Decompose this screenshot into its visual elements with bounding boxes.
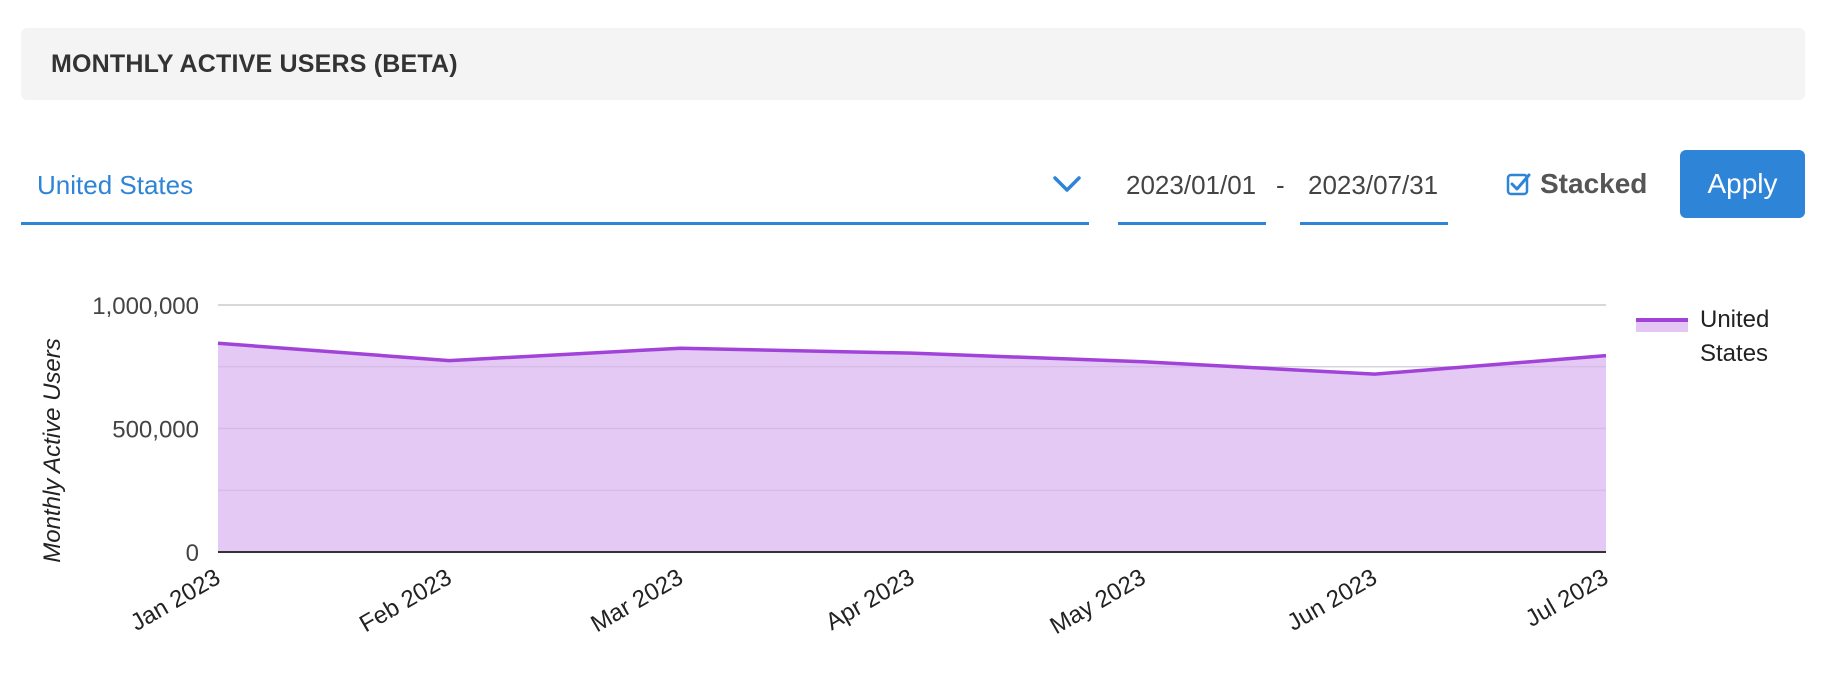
x-tick-label: Jun 2023 bbox=[1283, 564, 1382, 637]
page-title: MONTHLY ACTIVE USERS (BETA) bbox=[51, 50, 458, 78]
date-range-separator: - bbox=[1276, 170, 1285, 200]
x-tick-label: Apr 2023 bbox=[821, 564, 919, 636]
series-area bbox=[218, 343, 1606, 552]
legend-label: United bbox=[1700, 306, 1769, 333]
y-axis-title: Monthly Active Users bbox=[39, 338, 66, 563]
series-line bbox=[217, 341, 1607, 376]
checkbox-checked-icon[interactable] bbox=[1506, 171, 1532, 197]
x-tick-label: Jul 2023 bbox=[1521, 564, 1613, 633]
y-tick-label: 0 bbox=[186, 540, 199, 567]
apply-button[interactable]: Apply bbox=[1680, 150, 1805, 218]
end-date-field[interactable] bbox=[1300, 160, 1448, 225]
country-select-value: United States bbox=[37, 170, 194, 200]
legend-label: States bbox=[1700, 340, 1768, 367]
country-select[interactable]: United States bbox=[21, 160, 1089, 225]
stacked-label: Stacked bbox=[1540, 168, 1648, 199]
start-date-field[interactable] bbox=[1118, 160, 1266, 225]
x-tick-label: Feb 2023 bbox=[355, 564, 456, 638]
start-date-input[interactable] bbox=[1118, 160, 1266, 201]
x-tick-label: Jan 2023 bbox=[126, 564, 225, 637]
y-tick-label: 500,000 bbox=[112, 417, 199, 444]
end-date-input[interactable] bbox=[1300, 160, 1448, 201]
monthly-active-users-chart: 0 500,000 1,000,000 Monthly Active Users Jan… bbox=[39, 293, 1769, 640]
stacked-toggle[interactable]: Stacked bbox=[1506, 168, 1647, 200]
x-tick-label: May 2023 bbox=[1046, 564, 1151, 640]
chevron-down-icon[interactable] bbox=[1052, 172, 1082, 196]
x-tick-label: Mar 2023 bbox=[586, 564, 687, 638]
y-tick-label: 1,000,000 bbox=[92, 293, 199, 320]
page-header: MONTHLY ACTIVE USERS (BETA) bbox=[21, 28, 1805, 100]
legend-swatch-fill bbox=[1636, 322, 1688, 332]
